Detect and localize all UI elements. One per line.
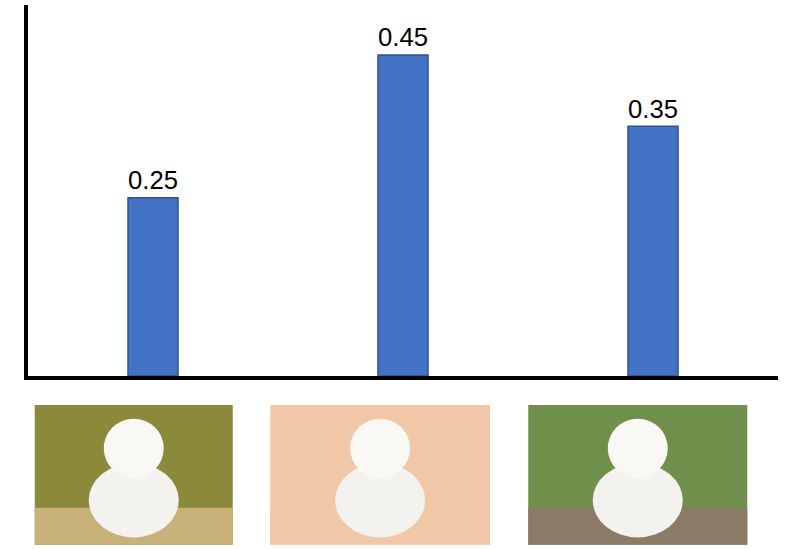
svg-text:0.25: 0.25 [128,166,178,194]
svg-text:0.45: 0.45 [378,23,428,51]
svg-text:0.35: 0.35 [628,95,678,123]
